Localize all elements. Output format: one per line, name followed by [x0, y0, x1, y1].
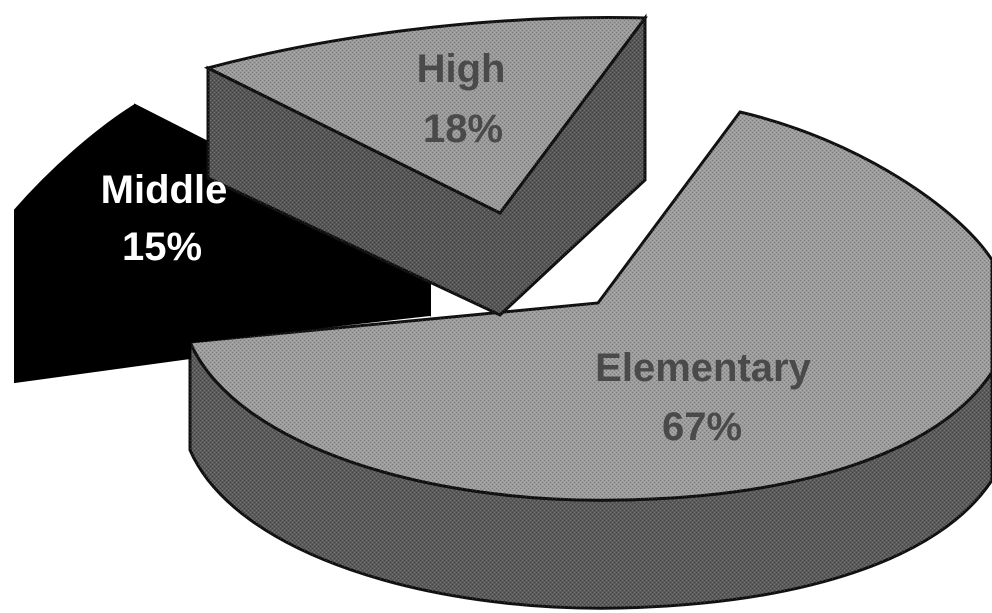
slice-label-high-name: High: [417, 47, 506, 91]
slice-label-middle-name: Middle: [101, 168, 228, 212]
slice-elementary-side-dither: [190, 342, 992, 609]
slice-label-elementary-name: Elementary: [595, 346, 811, 390]
slice-label-elementary-pct: 67%: [662, 405, 742, 449]
slice-high: [203, 13, 648, 317]
slice-elementary-top-dither: [190, 112, 992, 501]
slice-middle-top: [14, 103, 431, 384]
slice-label-middle-pct: 15%: [122, 225, 202, 269]
slice-elementary: [187, 110, 992, 610]
slice-label-high-pct: 18%: [423, 107, 503, 151]
slice-high-top-dither: [208, 17, 645, 214]
slice-high-side-dither: [208, 18, 645, 315]
